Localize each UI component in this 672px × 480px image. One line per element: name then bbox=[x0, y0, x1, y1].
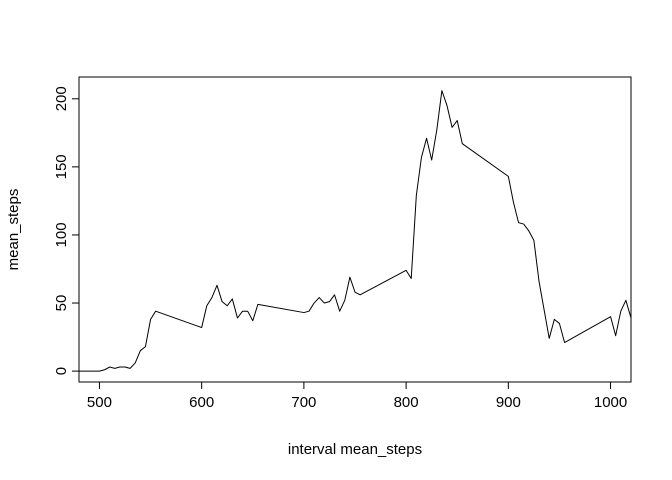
x-tick-label: 600 bbox=[189, 394, 214, 411]
series-layer bbox=[79, 90, 631, 372]
y-tick-label: 100 bbox=[53, 222, 70, 247]
y-tick-label: 150 bbox=[53, 154, 70, 179]
series-line-0 bbox=[79, 90, 631, 372]
y-tick-label: 200 bbox=[53, 86, 70, 111]
y-axis-title: mean_steps bbox=[5, 189, 22, 271]
x-axis-title: interval mean_steps bbox=[288, 441, 422, 458]
x-tick-label: 700 bbox=[291, 394, 316, 411]
x-tick-label: 500 bbox=[87, 394, 112, 411]
x-tick-label: 1000 bbox=[594, 394, 627, 411]
y-tick-label: 50 bbox=[53, 295, 70, 312]
y-axis: 0 50 100 150 200 bbox=[53, 86, 80, 375]
x-axis: 500 600 700 800 900 1000 bbox=[87, 381, 627, 411]
x-tick-label: 900 bbox=[496, 394, 521, 411]
y-tick-label: 0 bbox=[53, 367, 70, 375]
plot-area-frame bbox=[78, 76, 632, 383]
x-tick-label: 800 bbox=[394, 394, 419, 411]
